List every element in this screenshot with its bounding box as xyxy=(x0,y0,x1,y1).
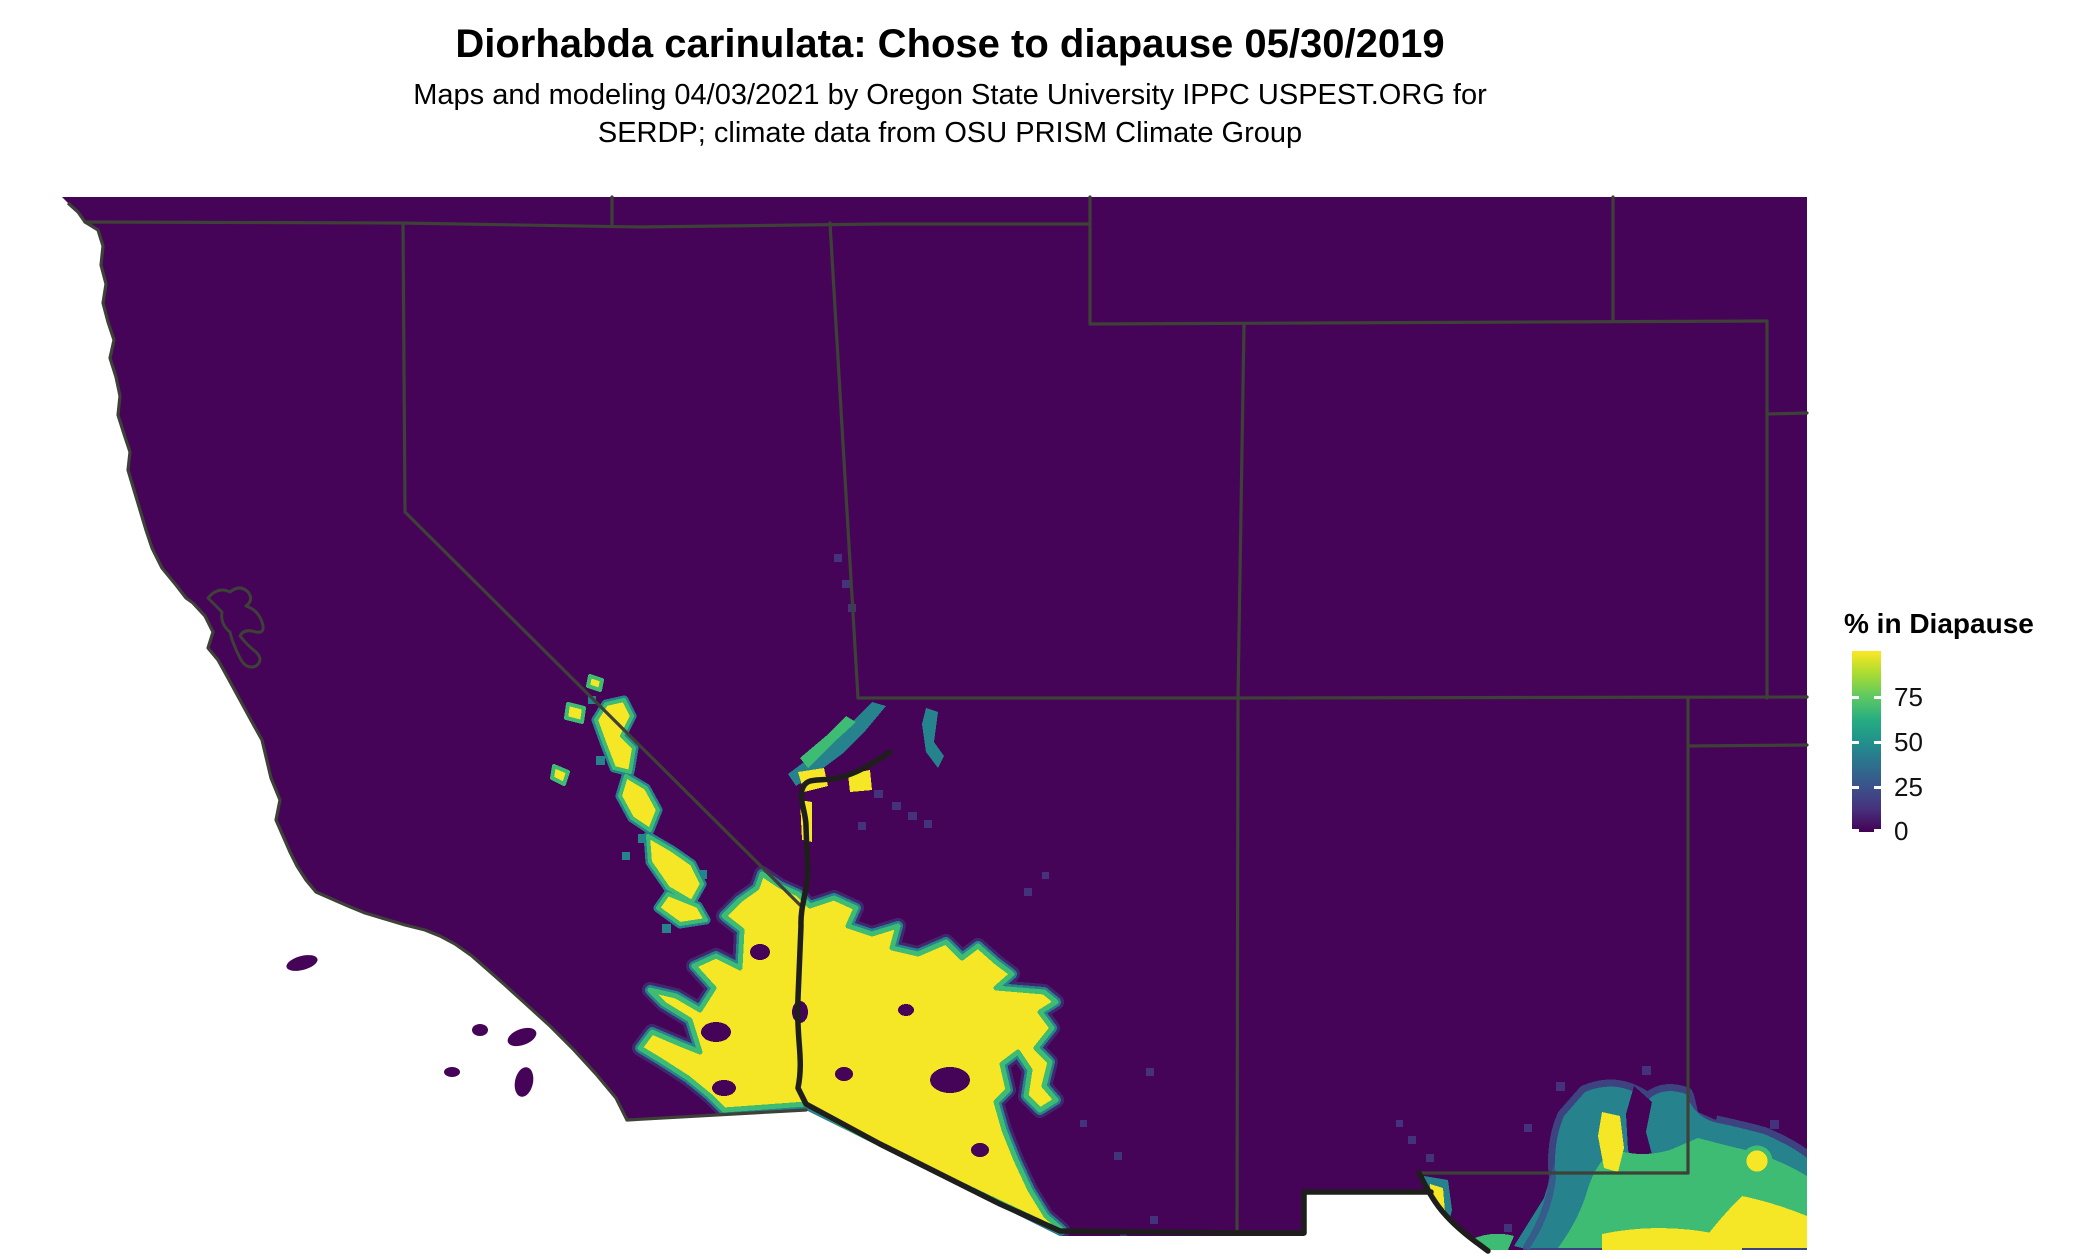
title-block: Diorhabda carinulata: Chose to diapause … xyxy=(0,22,1900,152)
legend-tick-0-left xyxy=(1852,829,1859,832)
legend-tick-75-right xyxy=(1874,696,1881,699)
border-37n xyxy=(856,695,1809,700)
map-title: Diorhabda carinulata: Chose to diapause … xyxy=(455,22,1445,66)
legend-tick-25-left xyxy=(1852,786,1859,789)
border-nv-ut xyxy=(828,221,860,700)
border-ca-nv xyxy=(401,221,802,907)
diapause-raster-patches xyxy=(550,554,1807,1250)
border-ut-co-az-nm xyxy=(1235,322,1246,1235)
legend-tick-0-right xyxy=(1874,829,1881,832)
southern-nm-tx-patch xyxy=(1523,1079,1807,1250)
channel-islands xyxy=(286,955,537,1097)
legend-tick-75-left xyxy=(1852,696,1859,699)
legend-label-0: 0 xyxy=(1894,816,1909,846)
virgin-river-patch xyxy=(788,702,944,842)
border-ca-mexico xyxy=(625,1108,808,1122)
legend-colorbar xyxy=(1852,651,1881,832)
san-francisco-bay-outline xyxy=(206,586,265,669)
state-borders xyxy=(83,195,1809,1235)
legend-label-75: 75 xyxy=(1894,682,1923,712)
legend-title: % in Diapause xyxy=(1844,608,2034,639)
legend-tick-50-right xyxy=(1874,741,1881,744)
legend-label-50: 50 xyxy=(1894,727,1923,757)
map-subtitle-line1: Maps and modeling 04/03/2021 by Oregon S… xyxy=(413,79,1487,111)
border-41n xyxy=(1088,319,1769,326)
legend-tick-25-right xyxy=(1874,786,1881,789)
border-40n-stub xyxy=(1765,411,1809,416)
border-42n xyxy=(83,220,1092,229)
legend: % in Diapause 75 50 25 0 xyxy=(1844,608,2034,846)
legend-label-25: 25 xyxy=(1894,772,1923,802)
border-ok-tx xyxy=(1686,743,1809,748)
death-valley-patches xyxy=(550,674,711,929)
map-subtitle: Maps and modeling 04/03/2021 by Oregon S… xyxy=(0,76,1900,152)
pacific-coastline xyxy=(66,201,629,1121)
legend-tick-50-left xyxy=(1852,741,1859,744)
map-subtitle-line2: SERDP; climate data from OSU PRISM Clima… xyxy=(597,117,1303,149)
colorado-river-and-mexico-border xyxy=(794,749,1491,1254)
